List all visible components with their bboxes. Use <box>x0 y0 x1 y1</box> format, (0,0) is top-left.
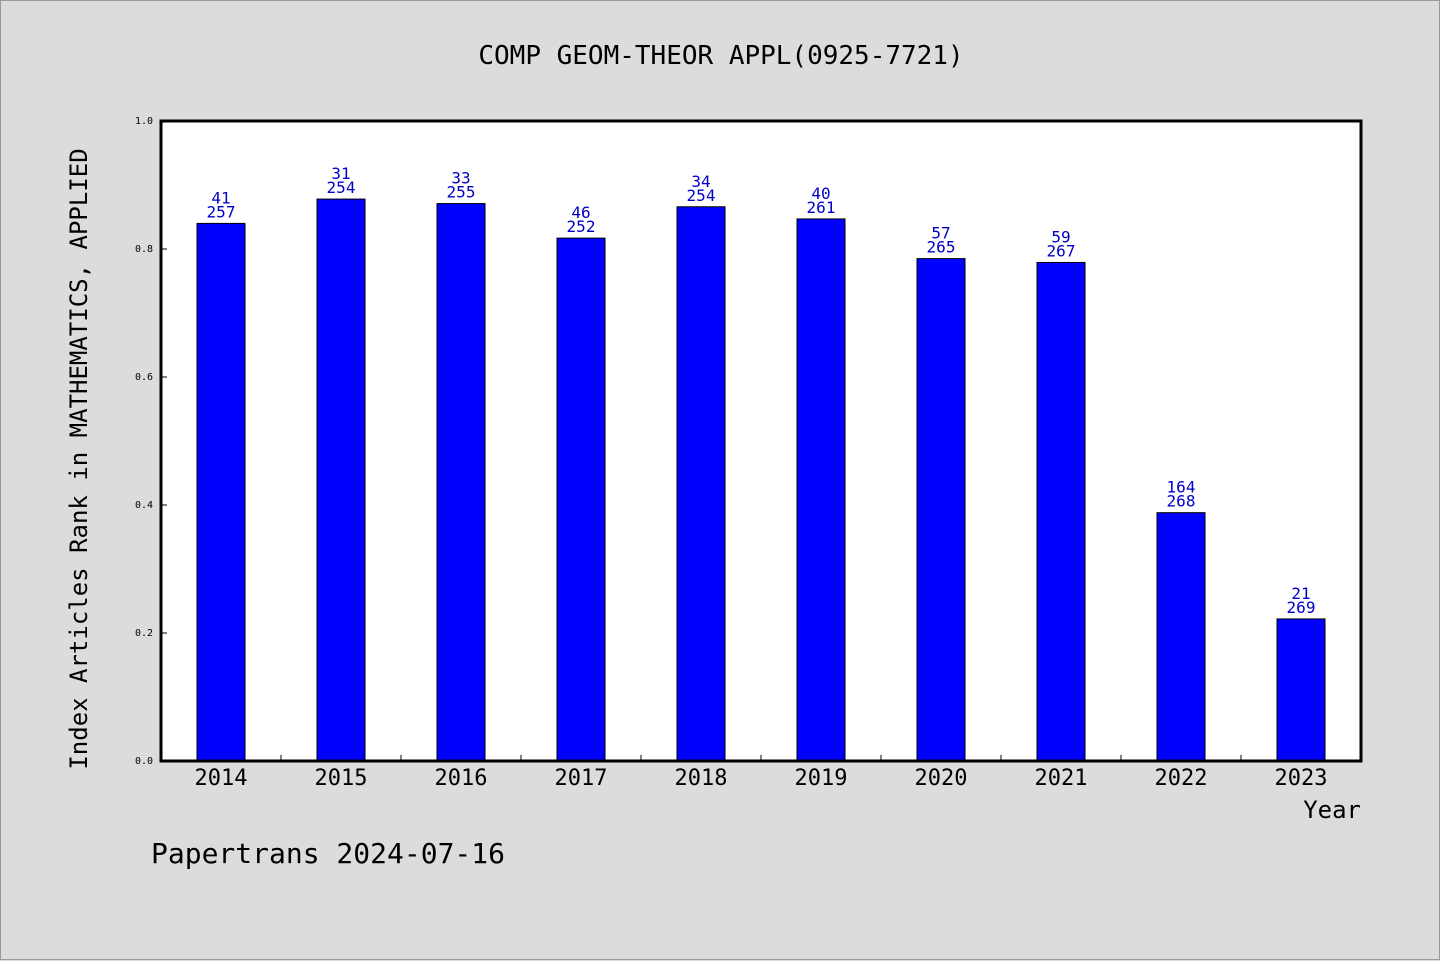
data-label-bottom-2017: 252 <box>567 217 596 236</box>
data-label-top-2021: 59 <box>1051 227 1070 246</box>
data-label-bottom-2018: 254 <box>687 186 716 205</box>
data-label-top-2022: 164 <box>1167 478 1196 497</box>
x-tick-label-2020: 2020 <box>915 766 968 791</box>
data-label-top-2015: 31 <box>331 164 350 183</box>
bar-2016 <box>436 203 486 762</box>
data-label-top-2023: 21 <box>1291 584 1310 603</box>
data-label-bottom-2016: 255 <box>447 183 476 202</box>
y-tick-label-0.0: 0.0 <box>135 756 153 767</box>
bars-group <box>196 198 1326 762</box>
x-tick-label-2015: 2015 <box>315 766 368 791</box>
data-label-bottom-2014: 257 <box>207 202 236 221</box>
data-label-top-2017: 46 <box>571 203 590 222</box>
data-label-bottom-2020: 265 <box>927 238 956 257</box>
footer-text: Papertrans 2024-07-16 <box>151 837 505 870</box>
x-tick-label-2019: 2019 <box>795 766 848 791</box>
bar-2023 <box>1276 618 1326 762</box>
data-label-bottom-2015: 254 <box>327 178 356 197</box>
data-label-bottom-2023: 269 <box>1287 598 1316 617</box>
bar-2022 <box>1156 512 1206 762</box>
data-label-top-2018: 34 <box>691 172 710 191</box>
bar-2018 <box>676 206 726 762</box>
bar-2017 <box>556 237 606 762</box>
x-tick-label-2023: 2023 <box>1275 766 1328 791</box>
data-label-top-2016: 33 <box>451 169 470 188</box>
y-tick-label-1.0: 1.0 <box>135 116 153 127</box>
x-axis-label: Year <box>1303 796 1361 824</box>
x-tick-label-2018: 2018 <box>675 766 728 791</box>
data-label-top-2014: 41 <box>211 188 230 207</box>
bar-2014 <box>196 222 246 762</box>
x-ticks-group: 2014 2015 2016 2017 2018 2019 2020 2021 2022 2023 <box>195 755 1328 791</box>
data-label-bottom-2021: 267 <box>1047 241 1076 260</box>
bar-2020 <box>916 258 966 762</box>
y-tick-label-0.6: 0.6 <box>135 372 153 383</box>
data-label-top-2019: 40 <box>811 184 830 203</box>
x-tick-label-2022: 2022 <box>1155 766 1208 791</box>
bar-2021 <box>1036 261 1086 762</box>
x-tick-label-2014: 2014 <box>195 766 248 791</box>
y-tick-label-0.4: 0.4 <box>135 500 153 511</box>
y-tick-label-0.2: 0.2 <box>135 628 153 639</box>
x-tick-label-2021: 2021 <box>1035 766 1088 791</box>
plot-border <box>159 119 1363 763</box>
chart-title: COMP GEOM-THEOR APPL(0925-7721) <box>478 41 963 71</box>
y-tick-label-0.8: 0.8 <box>135 244 153 255</box>
x-tick-label-2016: 2016 <box>435 766 488 791</box>
data-label-top-2020: 57 <box>931 224 950 243</box>
y-axis-label: Index Articles Rank in MATHEMATICS, APPL… <box>65 148 93 769</box>
x-tick-label-2017: 2017 <box>555 766 608 791</box>
data-label-bottom-2019: 261 <box>807 198 836 217</box>
bar-2019 <box>796 218 846 762</box>
bar-2015 <box>316 198 366 762</box>
data-label-bottom-2022: 268 <box>1167 492 1196 511</box>
